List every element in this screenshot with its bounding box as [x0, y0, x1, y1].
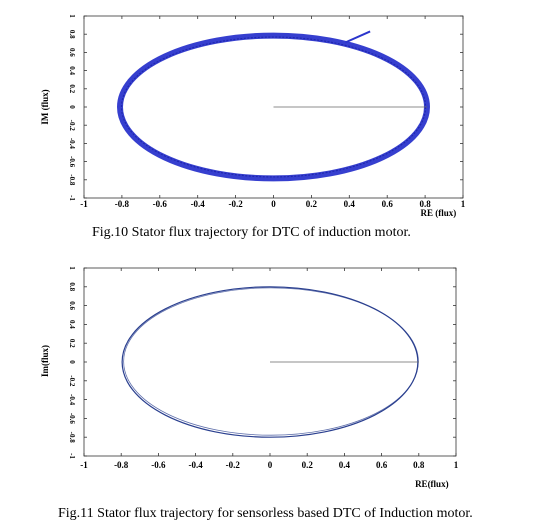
y-tick-label: -0.2 — [68, 375, 76, 387]
x-axis-label: RE (flux) — [420, 208, 456, 218]
x-tick-label: -0.8 — [115, 199, 130, 209]
x-tick-label: -0.6 — [153, 199, 168, 209]
x-tick-label: 1 — [454, 460, 459, 470]
y-tick-label: -1 — [68, 195, 76, 201]
y-tick-label: 0.8 — [68, 30, 76, 39]
figure-11-caption: Fig.11 Stator flux trajectory for sensor… — [58, 506, 473, 521]
x-tick-label: 1 — [461, 199, 466, 209]
x-tick-label: -0.2 — [228, 199, 243, 209]
x-tick-label: 0.4 — [339, 460, 351, 470]
x-axis-label: RE(flux) — [415, 479, 449, 489]
x-tick-label: 0.2 — [306, 199, 318, 209]
y-tick-label: 0.4 — [68, 320, 76, 329]
y-tick-label: 0.6 — [68, 48, 76, 57]
figure-10-caption: Fig.10 Stator flux trajectory for DTC of… — [92, 225, 411, 240]
x-tick-label: -0.4 — [191, 199, 206, 209]
x-tick-label: 0 — [271, 199, 276, 209]
plot-2: -1 -0.8 -0.6 -0.4 -0.2 0 0.2 0.4 0.6 0.8 1 -1 -0.8 -0… — [40, 266, 459, 489]
x-tick-label: 0.8 — [419, 199, 431, 209]
y-tick-label: -1 — [68, 453, 76, 459]
x-tick-label: -1 — [80, 199, 88, 209]
y-tick-label: 0 — [68, 105, 76, 109]
y-tick-label: -0.4 — [68, 394, 76, 406]
plot-1: -1 -0.8 -0.6 -0.4 -0.2 0 0.2 0.4 0.6 0.8 1 -1 -0.8 -0… — [40, 14, 466, 218]
y-tick-label: -0.8 — [68, 174, 76, 186]
y-axis-label: Im(flux) — [40, 345, 50, 377]
y-tick-label: 1 — [68, 266, 76, 270]
y-tick-label: 0.8 — [68, 282, 76, 291]
y-tick-label: 0.6 — [68, 301, 76, 310]
y-tick-label: -0.6 — [68, 156, 76, 168]
x-tick-label: 0 — [268, 460, 273, 470]
x-tick-label: 0.8 — [413, 460, 425, 470]
x-tick-label: 0.2 — [302, 460, 314, 470]
y-tick-label: -0.6 — [68, 413, 76, 425]
y-tick-label: -0.4 — [68, 138, 76, 150]
x-tick-label: -0.6 — [151, 460, 166, 470]
y-tick-label: 0.2 — [68, 84, 76, 93]
x-tick-label: -0.2 — [226, 460, 241, 470]
x-tick-label: 0.4 — [344, 199, 356, 209]
y-tick-label: 0.4 — [68, 66, 76, 75]
x-tick-label: -0.8 — [114, 460, 129, 470]
flux-trajectory-ellipse-2 — [123, 287, 419, 436]
y-tick-label: -0.2 — [68, 120, 76, 132]
y-tick-label: 0.2 — [68, 339, 76, 348]
y-tick-label: -0.8 — [68, 432, 76, 444]
x-tick-label: -1 — [80, 460, 88, 470]
x-tick-label: 0.6 — [376, 460, 388, 470]
y-tick-label: 0 — [68, 360, 76, 364]
y-axis-label: IM (flux) — [40, 89, 50, 124]
x-tick-label: 0.6 — [382, 199, 394, 209]
x-tick-label: -0.4 — [188, 460, 203, 470]
y-tick-label: 1 — [68, 14, 76, 18]
startup-transient-segment — [345, 30, 371, 44]
